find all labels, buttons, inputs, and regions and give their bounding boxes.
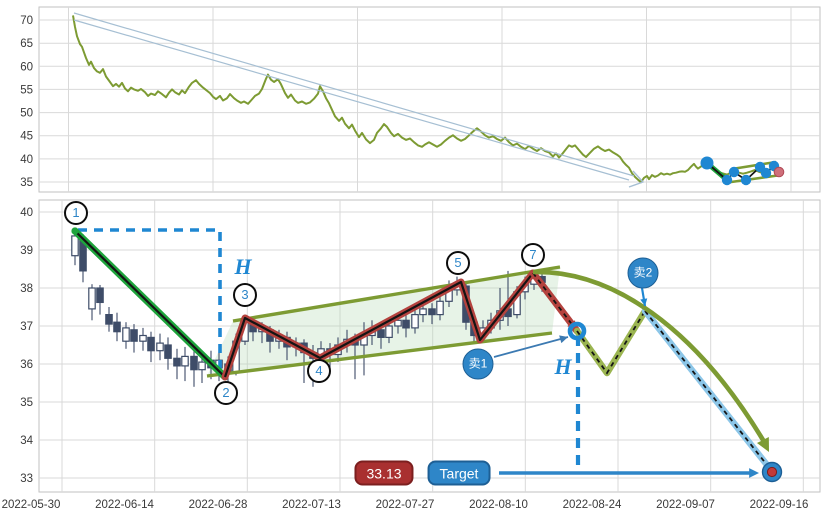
mini-pivot-dot — [740, 174, 752, 186]
wedge-open-arrowhead — [628, 170, 645, 188]
impulse-1-2-core — [74, 230, 226, 378]
candle-body — [96, 287, 104, 304]
bottom-y-tick-label: 33 — [20, 473, 33, 485]
candle-body — [71, 235, 79, 257]
top-y-tick-label: 65 — [20, 38, 33, 50]
bottom-y-tick-label: 40 — [20, 207, 33, 219]
top-y-tick-label: 45 — [20, 131, 33, 143]
channel-bottom-line — [206, 331, 553, 378]
pivot-circle-5: 5 — [446, 251, 470, 275]
top-y-tick-label: 70 — [20, 15, 33, 27]
x-tick-label: 2022-06-28 — [189, 499, 248, 511]
wedge-upper-line — [73, 12, 635, 177]
top-y-tick-label: 40 — [20, 154, 33, 166]
x-tick-label: 2022-09-07 — [656, 499, 715, 511]
bottom-y-tick-label: 37 — [20, 321, 33, 333]
candle-body — [190, 355, 198, 371]
x-tick-label: 2022-09-16 — [750, 499, 809, 511]
pivot-circle-2: 2 — [214, 381, 238, 405]
sell-1-badge: 卖1 — [462, 348, 494, 380]
target-dot-inner — [766, 466, 778, 478]
top-y-tick-label: 35 — [20, 177, 33, 189]
candle-body — [139, 334, 147, 342]
x-tick-label: 2022-05-30 — [2, 499, 61, 511]
forecast-red-core — [532, 272, 578, 332]
top-y-tick-label: 50 — [20, 108, 33, 120]
pivot-1-dot — [71, 227, 79, 235]
candle-body — [105, 314, 113, 325]
candle-body — [147, 336, 155, 352]
pivot-circle-1: 1 — [64, 201, 88, 225]
candle-body — [402, 319, 410, 329]
target-line-arrowhead — [749, 468, 759, 478]
candle-body — [156, 342, 164, 352]
x-tick-label: 2022-07-13 — [282, 499, 341, 511]
pivot-circle-7: 7 — [521, 243, 545, 267]
candle-body — [130, 329, 138, 342]
mini-pivot-dot — [760, 167, 772, 179]
bottom-y-tick-label: 35 — [20, 397, 33, 409]
bottom-y-tick-label: 36 — [20, 359, 33, 371]
height-label-1: H — [234, 254, 252, 279]
mini-target-dot — [773, 166, 785, 178]
candle-body — [198, 361, 206, 371]
x-tick-label: 2022-08-24 — [563, 499, 622, 511]
candle-body — [419, 308, 427, 316]
pattern-zigzag-core — [223, 272, 534, 378]
sell1-pointer-line — [493, 336, 569, 358]
candle-body — [181, 355, 189, 367]
x-tick-label: 2022-06-14 — [95, 499, 154, 511]
candle-body — [113, 321, 121, 333]
sell2-pointer-arrowhead — [640, 298, 648, 306]
channel-top-line — [232, 265, 561, 323]
mini-pivot-dot — [721, 174, 733, 186]
bottom-y-tick-label: 34 — [20, 435, 33, 447]
candle-body — [411, 314, 419, 329]
projection-arc — [532, 269, 768, 447]
top-y-tick-label: 55 — [20, 84, 33, 96]
sell1-pointer-arrowhead — [559, 335, 568, 344]
pivot-circle-3: 3 — [233, 283, 257, 307]
candle-body — [436, 300, 444, 316]
forecast-olive-core — [576, 310, 646, 375]
bottom-y-tick-label: 38 — [20, 283, 33, 295]
candle-body — [173, 357, 181, 367]
mini-channel-lower — [723, 173, 782, 185]
wedge-lower-line — [73, 19, 630, 181]
overview-price-line — [72, 15, 780, 184]
projection-arc-arrowhead — [756, 437, 769, 452]
mini-pivot-dot — [700, 156, 714, 170]
mini-pivot-dot — [728, 166, 740, 178]
candle-body — [164, 344, 172, 359]
x-tick-label: 2022-08-10 — [469, 499, 528, 511]
bottom-y-tick-label: 39 — [20, 245, 33, 257]
sell-2-badge: 卖2 — [627, 257, 659, 289]
forecast-lightblue-seg — [641, 307, 775, 474]
height-label-2: H — [554, 354, 572, 379]
pivot-circle-4: 4 — [307, 359, 331, 383]
mini-channel-upper — [731, 160, 777, 171]
candle-body — [377, 329, 385, 338]
top-y-tick-label: 60 — [20, 61, 33, 73]
candle-body — [428, 308, 436, 316]
target-price-badge: 33.13 — [354, 460, 414, 486]
x-tick-label: 2022-07-27 — [376, 499, 435, 511]
candle-body — [394, 319, 402, 327]
candle-body — [88, 287, 96, 310]
candle-body — [385, 325, 393, 338]
candle-body — [122, 327, 130, 342]
target-label-badge: Target — [427, 460, 491, 486]
top-panel-frame — [38, 6, 821, 193]
